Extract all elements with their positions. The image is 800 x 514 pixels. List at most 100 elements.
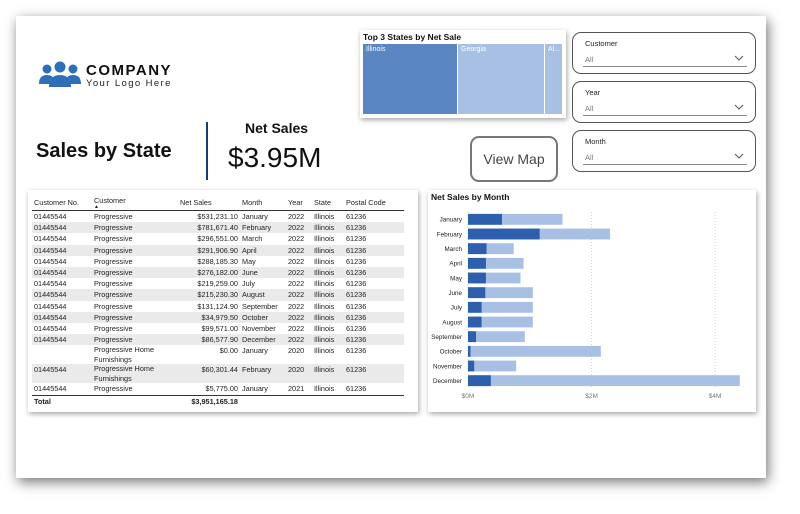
table-row[interactable]: 01445544 Progressive $288,185.30 May 2022 Ill…: [32, 256, 404, 267]
y-category-label: February: [437, 231, 463, 238]
bar-dark[interactable]: [468, 316, 482, 328]
bar-light[interactable]: [468, 375, 740, 387]
table-cell: Illinois: [312, 244, 344, 256]
table-row[interactable]: 01445544 Progressive $531,231.10 January 202…: [32, 211, 404, 223]
treemap-top-states[interactable]: Top 3 States by Net Sale Illinois Georgia…: [360, 30, 566, 118]
table-row[interactable]: 01445544 Progressive $131,124.90 September 2…: [32, 301, 404, 312]
table-cell: 01445544: [34, 301, 67, 311]
table-cell: September: [242, 301, 278, 311]
table-row[interactable]: 01445544 Progressive $219,259.00 July 2022 Il…: [32, 278, 404, 289]
table-cell: December: [240, 334, 286, 346]
table-cell: February: [240, 222, 286, 234]
month-dropdown[interactable]: All: [583, 150, 747, 165]
logo-tagline: Your Logo Here: [86, 78, 172, 89]
bar-dark[interactable]: [468, 360, 475, 372]
table-cell: 61236: [344, 244, 404, 256]
view-map-button[interactable]: View Map: [470, 136, 558, 182]
table-cell: 2021: [288, 384, 305, 394]
customer-dropdown[interactable]: All: [583, 52, 747, 67]
table-cell: 61236: [346, 324, 367, 334]
table-cell: 61236: [344, 334, 404, 346]
bar-dark[interactable]: [468, 301, 482, 313]
table-cell: Illinois: [312, 222, 344, 234]
table-row[interactable]: 01445544 Progressive $215,230.30 August 2022…: [32, 289, 404, 301]
customer-slicer[interactable]: Customer All: [572, 32, 756, 74]
table-cell: 01445544: [32, 364, 92, 384]
table-row[interactable]: 01445544 Progressive $291,906.90 April 2022 I…: [32, 244, 404, 256]
bar-dark[interactable]: [468, 228, 540, 240]
company-logo: COMPANY Your Logo Here: [38, 60, 208, 92]
bar-light[interactable]: [468, 331, 525, 343]
treemap-title: Top 3 States by Net Sale: [363, 32, 462, 42]
bar-dark[interactable]: [468, 272, 486, 284]
table-cell: 61236: [344, 364, 404, 384]
year-dropdown[interactable]: All: [583, 101, 747, 116]
table-row[interactable]: 01445544 Progressive $86,577.90 December 202…: [32, 334, 404, 346]
sort-ascending-icon: ▲: [94, 203, 99, 210]
table-cell: 01445544: [34, 212, 67, 221]
column-header[interactable]: State: [312, 194, 344, 211]
bar-light[interactable]: [468, 345, 601, 357]
table-cell: Illinois: [312, 364, 344, 384]
bar-dark[interactable]: [468, 331, 477, 343]
logo-company-text: COMPANY: [86, 62, 173, 79]
column-header[interactable]: Net Sales: [178, 194, 240, 211]
treemap-tile[interactable]: Al...: [545, 44, 562, 114]
table-row[interactable]: Progressive Home Furnishings $0.00 January…: [32, 345, 404, 364]
column-header[interactable]: Year: [286, 194, 312, 211]
table-cell: 2022: [286, 222, 312, 234]
table-cell: 01445544: [34, 234, 67, 244]
title-divider: [206, 122, 208, 180]
table-row[interactable]: 01445544 Progressive $781,671.40 February 20…: [32, 222, 404, 234]
column-header[interactable]: Postal Code: [344, 194, 404, 211]
bar-dark[interactable]: [468, 243, 487, 255]
table-cell: 01445544: [32, 334, 92, 346]
table-row[interactable]: 01445544 Progressive Home Furnishings $60,…: [32, 364, 404, 384]
bar-light[interactable]: [468, 243, 514, 255]
table-cell: October: [240, 311, 286, 324]
table-cell: 61236: [346, 346, 367, 356]
bar-dark[interactable]: [468, 213, 502, 225]
table-row[interactable]: 01445544 Progressive $276,182.00 June 2022 Il…: [32, 267, 404, 279]
month-slicer[interactable]: Month All: [572, 130, 756, 172]
bar-dark[interactable]: [468, 345, 471, 357]
treemap-tile[interactable]: Illinois: [363, 44, 457, 114]
table-row[interactable]: 01445544 Progressive $5,775.00 January 2021 I…: [32, 383, 404, 395]
bar-light[interactable]: [468, 301, 533, 313]
table-row[interactable]: 01445544 Progressive $34,979.50 October 2022…: [32, 311, 404, 324]
table-row[interactable]: 01445544 Progressive $99,571.00 November 202…: [32, 323, 404, 334]
table-cell: $99,571.00: [201, 324, 238, 334]
table-cell: 2022: [288, 279, 305, 289]
table-row[interactable]: 01445544 Progressive $296,551.00 March 2022 I…: [32, 233, 404, 244]
bar-light[interactable]: [468, 360, 517, 372]
bar-dark[interactable]: [468, 287, 486, 299]
bar-light[interactable]: [468, 213, 563, 225]
bar-light[interactable]: [468, 316, 533, 328]
kpi-value: $3.95M: [228, 142, 322, 173]
column-header[interactable]: Customer ▲: [92, 194, 178, 211]
table-cell: 01445544: [32, 244, 92, 256]
treemap-tile[interactable]: Georgia: [458, 44, 544, 114]
table-cell: June: [240, 267, 286, 279]
bar-dark[interactable]: [468, 257, 486, 269]
table-cell: Illinois: [314, 301, 335, 311]
table-cell: Illinois: [314, 256, 335, 266]
people-group-icon: [39, 61, 81, 87]
table-cell: Progressive: [94, 256, 133, 266]
net-sales-by-month-chart[interactable]: Net Sales by Month $0M $2M $4M January Febru…: [428, 190, 756, 412]
table-cell: Progressive: [94, 301, 133, 311]
bar-dark[interactable]: [468, 375, 491, 387]
column-header[interactable]: Month: [240, 194, 286, 211]
column-header[interactable]: Customer No.: [32, 194, 92, 211]
table-cell: $34,979.50: [178, 311, 240, 324]
bar-light[interactable]: [468, 257, 524, 269]
table-cell: August: [240, 289, 286, 301]
total-label: Total: [32, 394, 92, 408]
y-category-label: April: [449, 261, 462, 268]
table-cell: February: [240, 364, 286, 384]
bar-light[interactable]: [468, 272, 521, 284]
bar-light[interactable]: [468, 287, 533, 299]
table-cell: November: [242, 324, 276, 334]
year-slicer[interactable]: Year All: [572, 81, 756, 123]
table-cell: Illinois: [312, 334, 344, 346]
